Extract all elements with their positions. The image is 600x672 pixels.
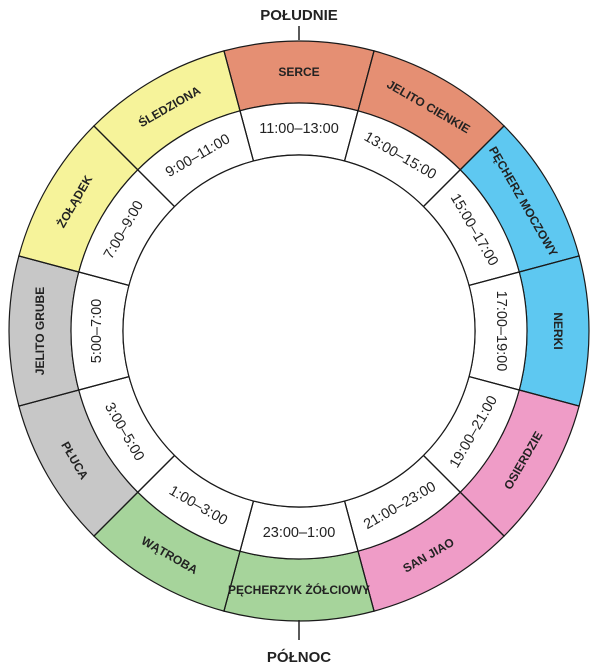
segment-divider — [468, 255, 580, 287]
direction-north: PÓŁNOC — [267, 648, 331, 666]
time-label: 17:00–19:00 — [493, 291, 509, 372]
segment-divider — [93, 455, 175, 537]
segment-divider — [93, 125, 175, 207]
organ-label: PĘCHERZYK ŻÓŁCIOWY — [228, 582, 370, 597]
organ-label: JELITO GRUBE — [33, 287, 47, 375]
segment-divider — [18, 255, 130, 287]
segment-divider — [223, 500, 255, 612]
organ-ring — [8, 40, 590, 622]
segment-divider — [468, 375, 580, 407]
segment-dividers — [18, 50, 580, 612]
segment-divider — [223, 50, 255, 162]
organ-label: NERKI — [551, 312, 565, 349]
time-label: 5:00–7:00 — [89, 299, 105, 364]
time-ring — [70, 102, 528, 560]
segment-divider — [343, 500, 375, 612]
time-label: 11:00–13:00 — [259, 121, 339, 137]
segment-divider — [343, 50, 375, 162]
time-label: 23:00–1:00 — [263, 525, 336, 541]
segment-divider — [423, 455, 505, 537]
segment-divider — [18, 375, 130, 407]
organ-label: SERCE — [278, 65, 319, 79]
direction-south: POŁUDNIE — [260, 7, 338, 24]
inner-circle — [122, 154, 476, 508]
segment-divider — [423, 125, 505, 207]
